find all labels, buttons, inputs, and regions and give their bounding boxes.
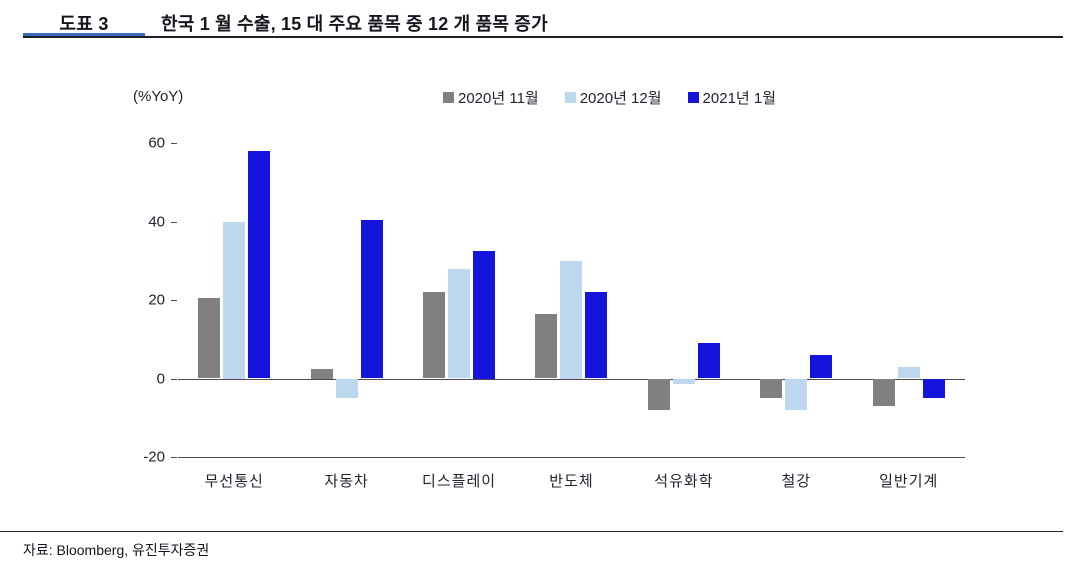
y-tick-mark	[171, 300, 177, 301]
bar-group: 반도체	[535, 143, 608, 490]
y-tick-mark	[171, 143, 177, 144]
y-tick-label: 0	[156, 370, 165, 387]
legend-item-series3: 2021년 1월	[687, 87, 777, 108]
y-axis: 60 40 20 0 -20	[125, 135, 177, 466]
bar-group: 석유화학	[647, 143, 720, 490]
legend-label-series3: 2021년 1월	[702, 90, 777, 107]
bar-group: 무선통신	[198, 143, 271, 490]
figure-label-underline	[23, 33, 145, 37]
bar	[223, 221, 246, 379]
legend-swatch-icon-series1	[443, 92, 454, 103]
legend-label-series1: 2020년 11월	[458, 90, 539, 107]
y-tick-label: -20	[143, 448, 165, 466]
bar	[785, 378, 808, 410]
plot-area: 무선통신 자동차 디스플레이 반도체 석유화학 철강 일반기계	[178, 143, 965, 490]
bar	[697, 343, 720, 379]
bar	[248, 150, 271, 379]
bar	[473, 250, 496, 379]
legend: 2020년 11월 2020년 12월 2021년 1월	[443, 87, 776, 108]
bar	[647, 378, 670, 410]
x-category-label: 일반기계	[879, 473, 939, 490]
y-tick-mark	[171, 378, 177, 380]
bar	[360, 219, 383, 379]
x-category-label: 무선통신	[204, 473, 264, 490]
bar-group: 철강	[760, 143, 833, 490]
bar	[672, 378, 695, 385]
bar	[423, 292, 446, 379]
source-note: 자료: Bloomberg, 유진투자증권	[23, 542, 210, 558]
footer: 자료: Bloomberg, 유진투자증권	[0, 531, 1063, 560]
header-divider	[23, 36, 1063, 38]
legend-label-series2: 2020년 12월	[579, 90, 662, 107]
footer-divider	[0, 531, 1063, 532]
bar-group: 자동차	[310, 143, 383, 490]
y-tick-mark	[171, 457, 177, 458]
legend-item-series2: 2020년 12월	[564, 87, 662, 108]
bar	[872, 378, 895, 406]
bar	[535, 313, 558, 379]
y-tick-label: 40	[148, 213, 165, 230]
y-tick-mark	[171, 221, 177, 223]
bar-group: 일반기계	[872, 143, 945, 490]
legend-item-series1: 2020년 11월	[443, 87, 539, 108]
x-category-label: 석유화학	[654, 473, 714, 490]
bar	[198, 298, 221, 379]
y-tick-label: 20	[148, 291, 165, 309]
x-category-label: 자동차	[324, 473, 369, 490]
legend-swatch-icon-series3	[687, 92, 699, 103]
zero-baseline	[178, 378, 965, 380]
header: 도표 3 한국 1 월 수출, 15 대 주요 품목 중 12 개 품목 증가	[23, 8, 1063, 40]
bar	[760, 378, 783, 399]
figure-label: 도표 3	[59, 14, 109, 34]
bar	[922, 378, 945, 399]
x-category-label: 디스플레이	[422, 473, 497, 490]
y-tick-label: 60	[148, 134, 165, 152]
page-title: 한국 1 월 수출, 15 대 주요 품목 중 12 개 품목 증가	[161, 14, 548, 34]
x-category-label: 반도체	[549, 473, 594, 490]
bar-group: 디스플레이	[422, 143, 496, 490]
bar	[448, 268, 471, 379]
bar	[335, 378, 358, 399]
y-axis-unit-label: (%YoY)	[133, 88, 184, 105]
bar	[897, 366, 920, 379]
bar	[560, 260, 583, 379]
bar	[310, 368, 333, 379]
bar	[810, 354, 833, 379]
legend-swatch-icon-series2	[564, 92, 576, 103]
bar	[585, 292, 608, 379]
x-category-label: 철강	[781, 473, 812, 490]
